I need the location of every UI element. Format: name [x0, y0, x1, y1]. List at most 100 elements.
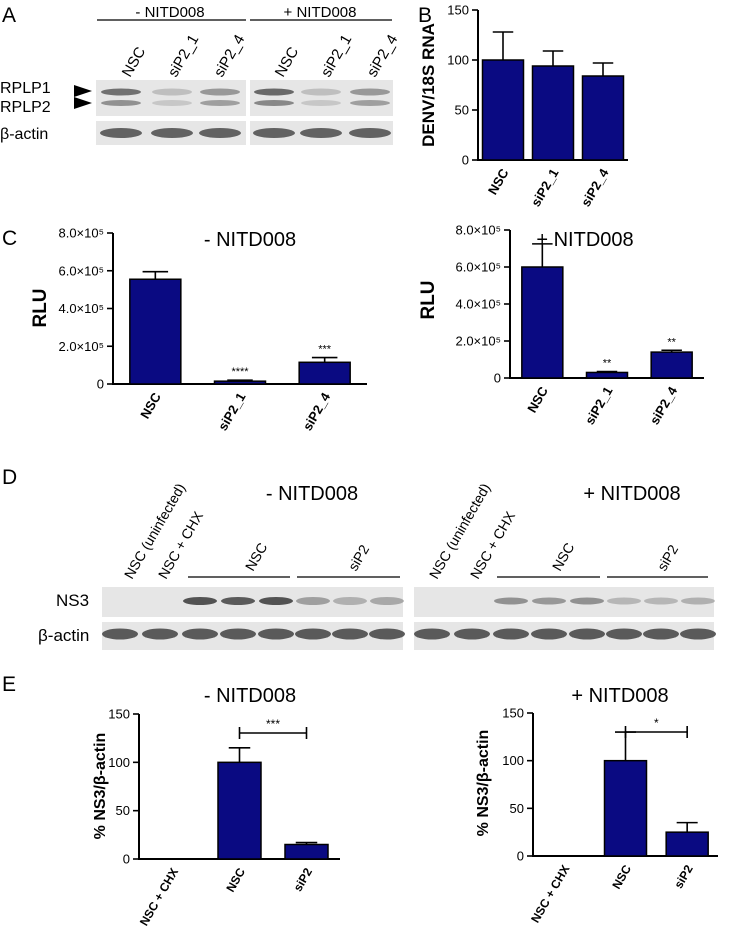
y-tick-label: 100: [502, 753, 524, 768]
ns3-band: [494, 597, 528, 605]
blot-a-label-rplp1: RPLP1: [0, 80, 51, 97]
blot-d-label-actin: β-actin: [38, 626, 89, 645]
bar: [603, 759, 648, 857]
ns3-band: [681, 597, 715, 605]
y-axis-label: RLU: [30, 288, 51, 327]
actin-band: [220, 628, 256, 640]
blot-d-right-group-sip2: siP2: [654, 542, 682, 574]
blot-d-label-ns3: NS3: [56, 591, 89, 610]
y-tick-label: 0: [97, 377, 104, 392]
actin-band: [349, 128, 391, 138]
ns3-band: [183, 597, 217, 605]
y-tick-label: 4.0×10⁵: [58, 301, 104, 316]
blot-d-right-title: + NITD008: [583, 483, 680, 505]
actin-band: [569, 628, 605, 640]
actin-band: [369, 628, 405, 640]
blot-a-rplp-left: [96, 80, 246, 116]
x-tick-label: siP2_1: [582, 384, 616, 427]
y-axis-label: % NS3/β-actin: [475, 730, 492, 837]
rplp1-band: [152, 88, 192, 96]
rplp2-band: [254, 100, 294, 106]
arrowhead-rplp1-icon: [74, 85, 92, 97]
y-tick-label: 100: [447, 53, 469, 68]
y-tick-label: 4.0×10⁵: [455, 297, 501, 312]
x-tick-label: NSC + CHX: [528, 863, 572, 926]
x-tick-label: NSC: [524, 383, 551, 415]
y-tick-label: 2.0×10⁵: [455, 334, 501, 349]
blot-a-group-minus: - NITD008: [135, 4, 204, 21]
panel-letter-c: C: [2, 227, 17, 250]
bar: [129, 278, 182, 385]
y-tick-label: 8.0×10⁵: [58, 226, 104, 241]
blot-a-lane-6: siP2_4: [364, 32, 402, 80]
actin-band: [102, 628, 138, 640]
actin-band: [100, 128, 142, 138]
blot-a-lane-4: NSC: [272, 44, 303, 80]
y-axis-label: RLU: [418, 280, 439, 319]
blot-a-lane-5: siP2_1: [318, 32, 356, 80]
y-tick-label: 100: [108, 755, 130, 770]
rplp2-band: [200, 100, 240, 106]
rplp2-band: [152, 100, 192, 106]
x-tick-label: NSC: [609, 862, 634, 891]
actin-band: [151, 128, 193, 138]
blot-a-lane-3: siP2_4: [211, 32, 249, 80]
panel-e: E - NITD008 + NITD008 0 50 100 150 % NS3/β-a…: [2, 673, 718, 928]
rplp1-band: [301, 88, 341, 96]
x-tick-label: siP2_4: [578, 165, 612, 209]
y-tick-label: 50: [455, 103, 469, 118]
y-tick-label: 0: [462, 153, 469, 168]
ns3-band: [370, 597, 404, 605]
significance-stars: *: [654, 716, 659, 730]
bar: [298, 361, 351, 385]
actin-band: [142, 628, 178, 640]
y-tick-label: 150: [108, 707, 130, 722]
ns3-band: [333, 597, 367, 605]
bar: [213, 380, 267, 385]
actin-band: [493, 628, 529, 640]
actin-band: [531, 628, 567, 640]
chart-e-right: 0 50 100 150 % NS3/β-actin NSC + CHX NSC siP2 *: [475, 706, 718, 926]
ns3-band: [221, 597, 255, 605]
y-tick-label: 6.0×10⁵: [455, 260, 501, 275]
actin-band: [199, 128, 241, 138]
ns3-band: [644, 597, 678, 605]
y-tick-label: 150: [502, 706, 524, 721]
panel-letter-b: B: [418, 4, 432, 27]
significance-stars: **: [667, 336, 676, 348]
panel-c: C - NITD008 + NITD008 0 2.0×10⁵ 4.0×10⁵ 6.0…: [2, 223, 704, 433]
actin-band: [454, 628, 490, 640]
x-tick-label: NSC: [223, 865, 248, 894]
panel-letter-e: E: [2, 673, 16, 696]
ns3-band: [607, 597, 641, 605]
chart-e-right-title: + NITD008: [571, 685, 668, 707]
panel-b: B 0 50 100 150 DENV/18S RNA NSC siP2_1 siP2_4: [418, 3, 628, 209]
chart-e-left-title: - NITD008: [204, 685, 296, 707]
x-tick-label: NSC: [137, 389, 164, 421]
x-tick-label: NSC: [485, 165, 512, 197]
blot-a-label-actin: β-actin: [0, 126, 48, 143]
actin-band: [253, 128, 295, 138]
rplp2-band: [350, 100, 390, 106]
blot-a-lane-1: NSC: [119, 44, 150, 80]
panel-a: A - NITD008 + NITD008 NSC siP2_1 siP2_4 …: [0, 4, 401, 145]
actin-band: [680, 628, 716, 640]
rplp1-band: [101, 88, 141, 96]
x-tick-label: siP2_1: [215, 390, 249, 433]
blot-a-group-plus: + NITD008: [284, 4, 357, 21]
y-tick-label: 0: [494, 371, 501, 386]
y-tick-label: 2.0×10⁵: [58, 339, 104, 354]
y-tick-label: 0: [517, 849, 524, 864]
rplp1-band: [254, 88, 294, 96]
bar: [217, 761, 262, 860]
x-tick-label: siP2: [671, 862, 696, 891]
arrowhead-rplp2-icon: [74, 97, 92, 109]
bar: [284, 843, 329, 860]
blot-d-left-group-nsc: NSC: [242, 540, 271, 574]
x-tick-label: siP2_1: [528, 166, 562, 209]
panel-letter-d: D: [2, 466, 17, 489]
rplp1-band: [350, 88, 390, 96]
y-tick-label: 150: [447, 3, 469, 18]
y-tick-label: 0: [123, 852, 130, 867]
